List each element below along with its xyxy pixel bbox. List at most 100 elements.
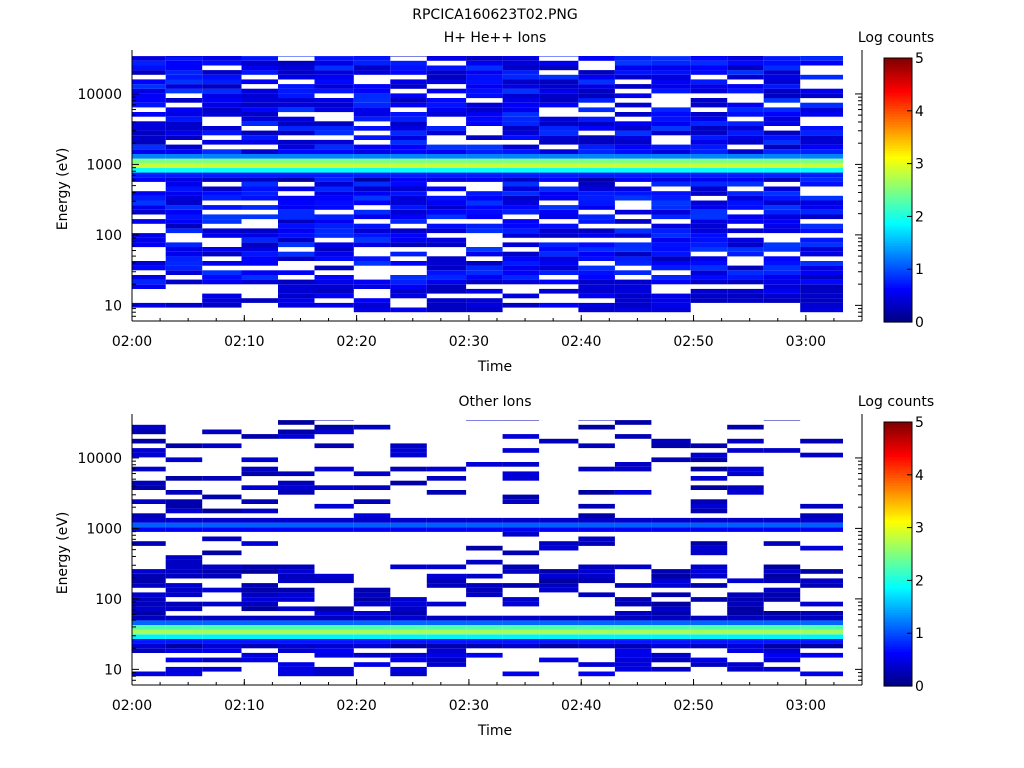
heatmap-cell (800, 522, 843, 528)
heatmap-cell (614, 121, 652, 126)
heatmap-cell (278, 60, 315, 66)
heatmap-cell (763, 573, 801, 579)
heatmap-cell (466, 559, 503, 565)
heatmap-cell (763, 79, 801, 85)
heatmap-cell (651, 522, 691, 528)
heatmap-cell (578, 149, 615, 154)
heatmap-cell (390, 517, 427, 523)
colorbar-segment (884, 488, 912, 492)
heatmap-cell (426, 476, 467, 481)
heatmap-cell (539, 288, 579, 294)
heatmap-cell (578, 288, 615, 294)
heatmap-cell (800, 74, 843, 80)
heatmap-cell (202, 167, 242, 173)
heatmap-cell (763, 112, 801, 117)
heatmap-cell (466, 615, 503, 621)
heatmap-cell (241, 107, 278, 113)
heatmap-cell (202, 298, 242, 303)
heatmap-cell (763, 223, 801, 229)
heatmap-cell (651, 657, 691, 663)
heatmap-cell (314, 275, 354, 280)
heatmap-cell (727, 648, 764, 653)
heatmap-cell (502, 634, 540, 639)
heatmap-cell (314, 615, 354, 621)
heatmap-cell (690, 508, 728, 514)
heatmap-cell (539, 251, 579, 257)
heatmap-cell (502, 242, 540, 248)
heatmap-cell (202, 629, 242, 635)
heatmap-cell (241, 167, 278, 173)
heatmap-cell (466, 298, 503, 303)
heatmap-cell (278, 302, 315, 308)
heatmap-cell (614, 153, 652, 159)
heatmap-cell (426, 517, 467, 523)
heatmap-cell (314, 233, 354, 238)
heatmap-cell (132, 671, 166, 677)
heatmap-cell (165, 56, 203, 57)
heatmap-cell (763, 153, 801, 159)
heatmap-cell (426, 186, 467, 192)
heatmap-cell (241, 615, 278, 621)
heatmap-cell (502, 499, 540, 504)
heatmap-cell (202, 639, 242, 644)
heatmap-cell (466, 60, 503, 66)
heatmap-cell (314, 573, 354, 579)
heatmap-cell (466, 228, 503, 234)
colorbar-segment (884, 174, 912, 178)
heatmap-cell (651, 438, 691, 444)
heatmap-cell (466, 84, 503, 89)
heatmap-cell (578, 98, 615, 103)
colorbar-segment (884, 517, 912, 521)
heatmap-cell (165, 56, 203, 61)
heatmap-cell (651, 200, 691, 206)
heatmap-cell (578, 564, 615, 570)
colorbar-segment (884, 498, 912, 502)
heatmap-cell (278, 139, 315, 145)
heatmap-cell (132, 302, 166, 308)
heatmap-cell (502, 517, 540, 523)
heatmap-cell (614, 251, 652, 257)
heatmap-cell (763, 247, 801, 252)
heatmap-cell (165, 657, 203, 663)
heatmap-cell (578, 214, 615, 220)
heatmap-cell (132, 643, 166, 649)
heatmap-cell (614, 666, 652, 672)
heatmap-cell (278, 517, 315, 523)
heatmap-cell (390, 200, 427, 206)
heatmap-cell (241, 517, 278, 523)
heatmap-cell (539, 121, 579, 126)
colorbar-segment (884, 237, 912, 241)
heatmap-cell (241, 205, 278, 210)
heatmap-cell (241, 587, 278, 593)
colorbar-segment (884, 535, 912, 539)
heatmap-cell (165, 79, 203, 85)
heatmap-cell (132, 112, 166, 117)
heatmap-cell (800, 517, 843, 523)
colorbar-segment (884, 92, 912, 96)
heatmap-cell (426, 107, 467, 113)
heatmap-cell (426, 270, 467, 275)
heatmap-cell (165, 606, 203, 612)
heatmap-cell (132, 611, 166, 616)
colorbar-segment (884, 200, 912, 204)
heatmap-cell (690, 205, 728, 210)
heatmap-cell (800, 102, 843, 108)
heatmap-cell (132, 625, 166, 630)
heatmap-cell (578, 522, 615, 528)
heatmap-cell (165, 172, 203, 178)
colorbar-segment (884, 556, 912, 560)
heatmap-cell (390, 167, 427, 173)
heatmap-cell (390, 480, 427, 486)
colorbar-segment (884, 290, 912, 294)
heatmap-cell (727, 56, 764, 61)
heatmap-cell (353, 237, 391, 243)
heatmap-cell (202, 429, 242, 435)
colorbar-segment (884, 240, 912, 244)
heatmap-cell (426, 149, 467, 154)
colorbar-segment (884, 509, 912, 513)
heatmap-cell (727, 620, 764, 625)
colorbar-segment (884, 100, 912, 104)
heatmap-cell (278, 569, 315, 574)
heatmap-cell (690, 209, 728, 215)
